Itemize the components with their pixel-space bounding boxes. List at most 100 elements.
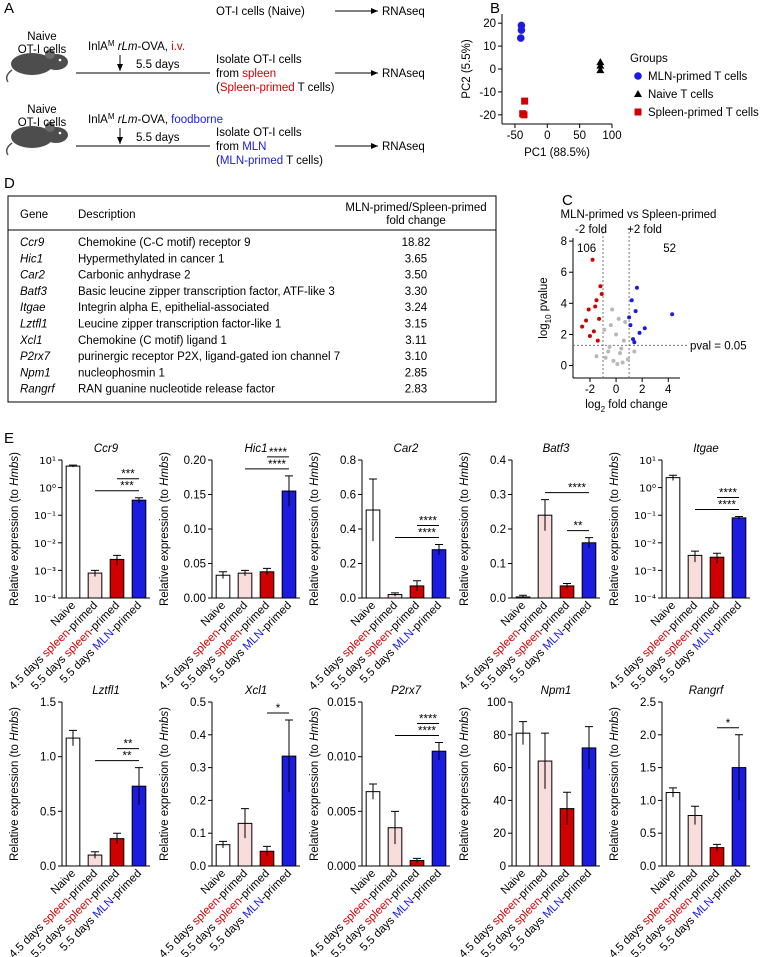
significance-label: **** bbox=[268, 459, 286, 471]
y-axis-label-part: ) bbox=[459, 707, 471, 711]
chart-title: Itgae bbox=[693, 443, 719, 455]
y-tick-label: 0.3 bbox=[490, 490, 506, 502]
description: Chemokine (C motif) ligand 1 bbox=[78, 335, 227, 347]
y-tick-label: 10⁻¹ bbox=[634, 511, 656, 522]
point bbox=[610, 308, 614, 312]
naive-cells: OT-I cells (Naive) bbox=[216, 6, 305, 18]
significance-label: ** bbox=[574, 521, 583, 533]
y-tick-label: 10⁻³ bbox=[34, 566, 56, 577]
point bbox=[615, 362, 619, 366]
y-tick-label: -10 bbox=[479, 87, 496, 99]
y-axis-label: Relative expression (to Hmbs) bbox=[159, 707, 171, 861]
bar bbox=[432, 751, 446, 866]
isolate-part: from bbox=[216, 68, 242, 80]
y-axis-label: log10 pvalue bbox=[538, 277, 553, 338]
y-axis-label: Relative expression (to Hmbs) bbox=[9, 707, 21, 861]
point bbox=[630, 298, 634, 302]
x-axis-label-part: log bbox=[585, 399, 600, 411]
isolate-part: MLN-primed bbox=[220, 155, 283, 167]
y-axis-label: PC2 (5.5%) bbox=[461, 39, 473, 99]
point bbox=[598, 284, 602, 288]
fold-change: 3.30 bbox=[405, 286, 427, 298]
isolate-part: spleen bbox=[242, 68, 276, 80]
point bbox=[594, 354, 598, 358]
point bbox=[634, 309, 638, 313]
fold-change: 18.82 bbox=[402, 237, 431, 249]
bar bbox=[516, 733, 530, 866]
chart-title: Lztfl1 bbox=[92, 685, 120, 697]
x-tick-label: 100 bbox=[602, 130, 621, 142]
y-tick-label: -20 bbox=[479, 110, 496, 122]
y-tick-label: 0.00 bbox=[184, 593, 206, 605]
y-tick-label: 10⁰ bbox=[39, 484, 56, 495]
infection-part: -OVA, bbox=[138, 41, 172, 53]
y-tick-label: 0.3 bbox=[190, 763, 206, 775]
bar bbox=[666, 793, 680, 866]
y-tick-label: 10 bbox=[483, 41, 496, 53]
panel-label: E bbox=[4, 430, 14, 447]
y-axis-label: Relative expression (to Hmbs) bbox=[159, 452, 171, 606]
point bbox=[521, 111, 528, 118]
fold-change: 3.24 bbox=[405, 302, 428, 314]
bar bbox=[582, 543, 596, 598]
significance-label: * bbox=[726, 718, 731, 730]
y-axis-label-part: Relative expression (to bbox=[309, 486, 321, 606]
point bbox=[596, 339, 600, 343]
y-tick-label: 0.010 bbox=[327, 752, 356, 764]
point bbox=[592, 329, 596, 333]
y-axis-label-part: Relative expression (to bbox=[609, 741, 621, 861]
bar bbox=[260, 572, 274, 598]
y-axis-label-part: Hmbs bbox=[9, 456, 21, 486]
isolate-part: MLN bbox=[242, 141, 266, 153]
mouse-label: Naive bbox=[27, 31, 56, 43]
y-tick-label: 0.015 bbox=[327, 697, 356, 709]
y-tick-label: 60 bbox=[493, 763, 506, 775]
significance-label: **** bbox=[419, 516, 437, 528]
y-tick-label: 10⁻⁴ bbox=[34, 594, 56, 605]
gene: Lztfl1 bbox=[20, 319, 48, 331]
x-tick-label: 4.5 days spleen-primed bbox=[457, 600, 550, 693]
table-header: Description bbox=[78, 209, 136, 221]
point bbox=[521, 98, 528, 105]
fold-change: 3.11 bbox=[405, 335, 427, 347]
fold-label: -2 fold bbox=[575, 224, 607, 236]
y-axis-label: Relative expression (to Hmbs) bbox=[609, 707, 621, 861]
bar bbox=[732, 518, 746, 598]
isolate-part: from bbox=[216, 141, 242, 153]
point bbox=[632, 340, 636, 344]
significance-label: *** bbox=[120, 481, 134, 493]
y-axis-label-part: ) bbox=[159, 452, 171, 456]
x-tick-label: 0 bbox=[544, 130, 550, 142]
point bbox=[635, 286, 639, 290]
infection-part: InlA bbox=[88, 41, 108, 53]
y-axis-label: Relative expression (to Hmbs) bbox=[9, 452, 21, 606]
gene: Car2 bbox=[20, 270, 46, 282]
point bbox=[608, 345, 612, 349]
bar bbox=[432, 550, 446, 598]
y-tick-label: 0.4 bbox=[490, 455, 507, 467]
y-axis-label-part: Hmbs bbox=[309, 711, 321, 741]
description: Carbonic anhydrase 2 bbox=[78, 270, 191, 282]
point bbox=[602, 328, 606, 332]
y-tick-label: 0.5 bbox=[190, 697, 206, 709]
bar bbox=[66, 466, 80, 598]
y-axis-label-part: Hmbs bbox=[9, 711, 21, 741]
y-tick-label: 0 bbox=[561, 361, 567, 373]
significance-label: **** bbox=[269, 447, 287, 459]
y-tick-label: 10⁻² bbox=[34, 539, 56, 550]
legend-marker bbox=[634, 90, 642, 97]
y-tick-label: 0.5 bbox=[40, 806, 56, 818]
y-tick-label: 0.5 bbox=[640, 828, 656, 840]
isolate: (Spleen-primed T cells) bbox=[216, 82, 335, 94]
legend-label: MLN-primed T cells bbox=[648, 71, 748, 83]
point bbox=[621, 360, 625, 364]
point bbox=[617, 317, 621, 321]
infection-part: rLm bbox=[118, 114, 138, 126]
y-tick-label: 10⁻³ bbox=[634, 566, 656, 577]
point bbox=[587, 308, 591, 312]
x-tick-label: 0 bbox=[613, 384, 619, 396]
y-tick-label: 10⁻² bbox=[634, 539, 656, 550]
significance-label: **** bbox=[419, 713, 437, 725]
y-axis-label-part: Relative expression (to bbox=[159, 486, 171, 606]
